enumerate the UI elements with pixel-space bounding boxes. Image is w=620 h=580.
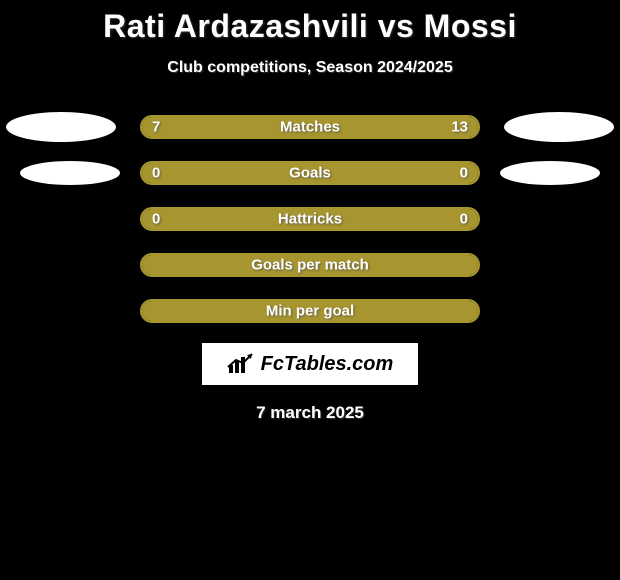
stat-bar: Min per goal: [140, 299, 480, 323]
stat-bar: Matches713: [140, 115, 480, 139]
player-right-marker: [500, 161, 600, 185]
stat-bar-left-fill: [142, 163, 310, 183]
logo-box: FcTables.com: [202, 343, 418, 385]
stat-row: Goals per match: [0, 253, 620, 277]
stat-bar: Hattricks00: [140, 207, 480, 231]
stat-bar-left-fill: [142, 209, 310, 229]
stat-bar: Goals00: [140, 161, 480, 185]
stat-bar-left-fill: [142, 117, 260, 137]
stat-rows: Matches713 Goals00 Hattricks00 Goals per ma…: [0, 115, 620, 323]
player-left-marker: [20, 161, 120, 185]
stat-row: Min per goal: [0, 299, 620, 323]
stat-row: Hattricks00: [0, 207, 620, 231]
stat-bar: Goals per match: [140, 253, 480, 277]
player-left-marker: [6, 112, 116, 142]
stat-bar-left-fill: [142, 301, 478, 321]
stat-bar-right-fill: [260, 117, 478, 137]
stat-bar-right-fill: [310, 163, 478, 183]
subtitle: Club competitions, Season 2024/2025: [0, 59, 620, 77]
page-title: Rati Ardazashvili vs Mossi: [0, 8, 620, 45]
logo-text: FcTables.com: [261, 353, 394, 376]
date-label: 7 march 2025: [0, 403, 620, 423]
stat-row: Goals00: [0, 161, 620, 185]
stat-bar-right-fill: [310, 209, 478, 229]
logo-chart-icon: [227, 353, 255, 375]
player-right-marker: [504, 112, 614, 142]
comparison-card: Rati Ardazashvili vs Mossi Club competit…: [0, 0, 620, 580]
stat-bar-left-fill: [142, 255, 478, 275]
stat-row: Matches713: [0, 115, 620, 139]
